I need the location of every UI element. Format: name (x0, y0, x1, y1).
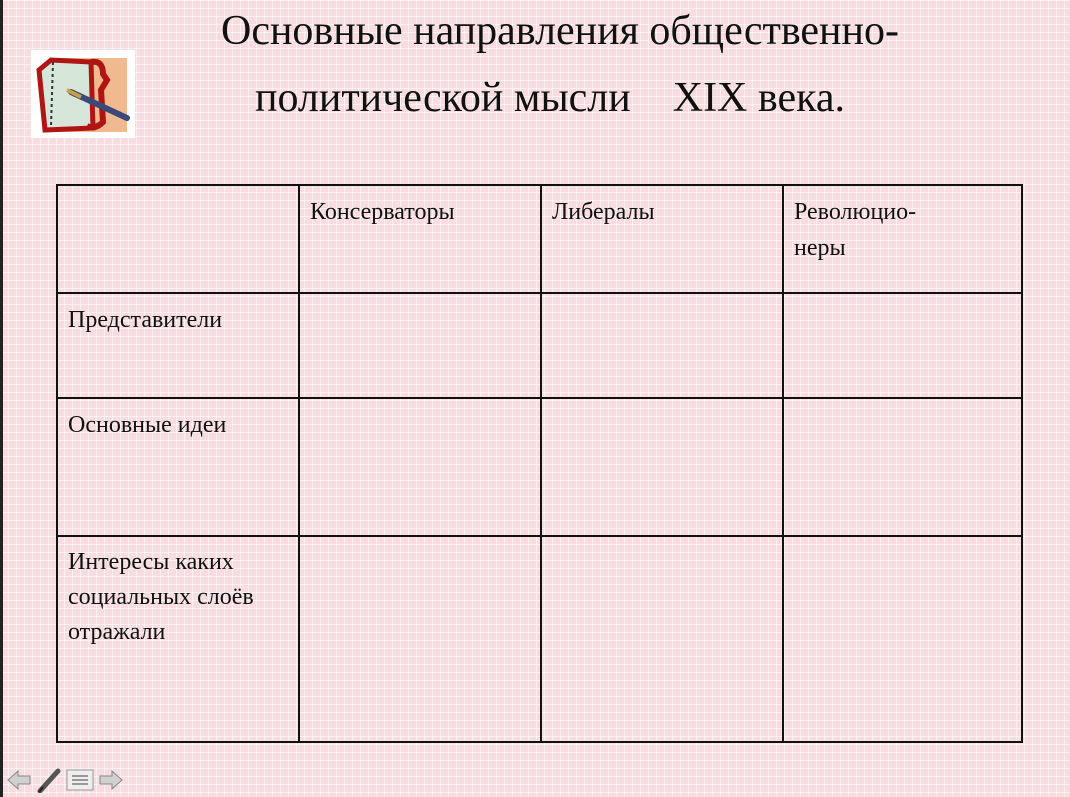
table-row: Представители (56, 292, 1023, 399)
slide-title-line1: Основные направления общественно- (220, 8, 899, 54)
header-cell-liberals: Либералы (540, 184, 784, 294)
row-label: Представители (56, 292, 300, 399)
table-cell[interactable] (298, 292, 542, 399)
slide-title-line2: политической мысли XIX века. (254, 75, 846, 121)
table-cell[interactable] (540, 292, 784, 399)
header-cell-revolutionaries: Революцио- неры (782, 184, 1023, 294)
slide-edge (0, 0, 3, 797)
header-cell-conservatives: Консерваторы (298, 184, 542, 294)
row-label: Интересы каких социальных слоёв отражали (56, 535, 300, 743)
header-cell-empty (56, 184, 300, 294)
table-row: Интересы каких социальных слоёв отражали (56, 535, 1023, 743)
table-header-row: Консерваторы Либералы Революцио- неры (56, 184, 1023, 294)
table-cell[interactable] (540, 535, 784, 743)
row-label: Основные идеи (56, 397, 300, 537)
table-cell[interactable] (782, 397, 1023, 537)
table-row: Основные идеи (56, 397, 1023, 537)
arrow-right-icon[interactable] (98, 769, 124, 791)
table-cell[interactable] (782, 292, 1023, 399)
table-cell[interactable] (540, 397, 784, 537)
arrow-left-icon[interactable] (6, 769, 32, 791)
comparison-table: Консерваторы Либералы Революцио- неры Пр… (56, 184, 1023, 743)
notebook-pen-icon (31, 50, 135, 138)
menu-icon[interactable] (66, 769, 94, 791)
table-cell[interactable] (298, 535, 542, 743)
table-cell[interactable] (298, 397, 542, 537)
table-cell[interactable] (782, 535, 1023, 743)
pen-icon[interactable] (36, 767, 62, 793)
slideshow-nav (6, 767, 124, 793)
